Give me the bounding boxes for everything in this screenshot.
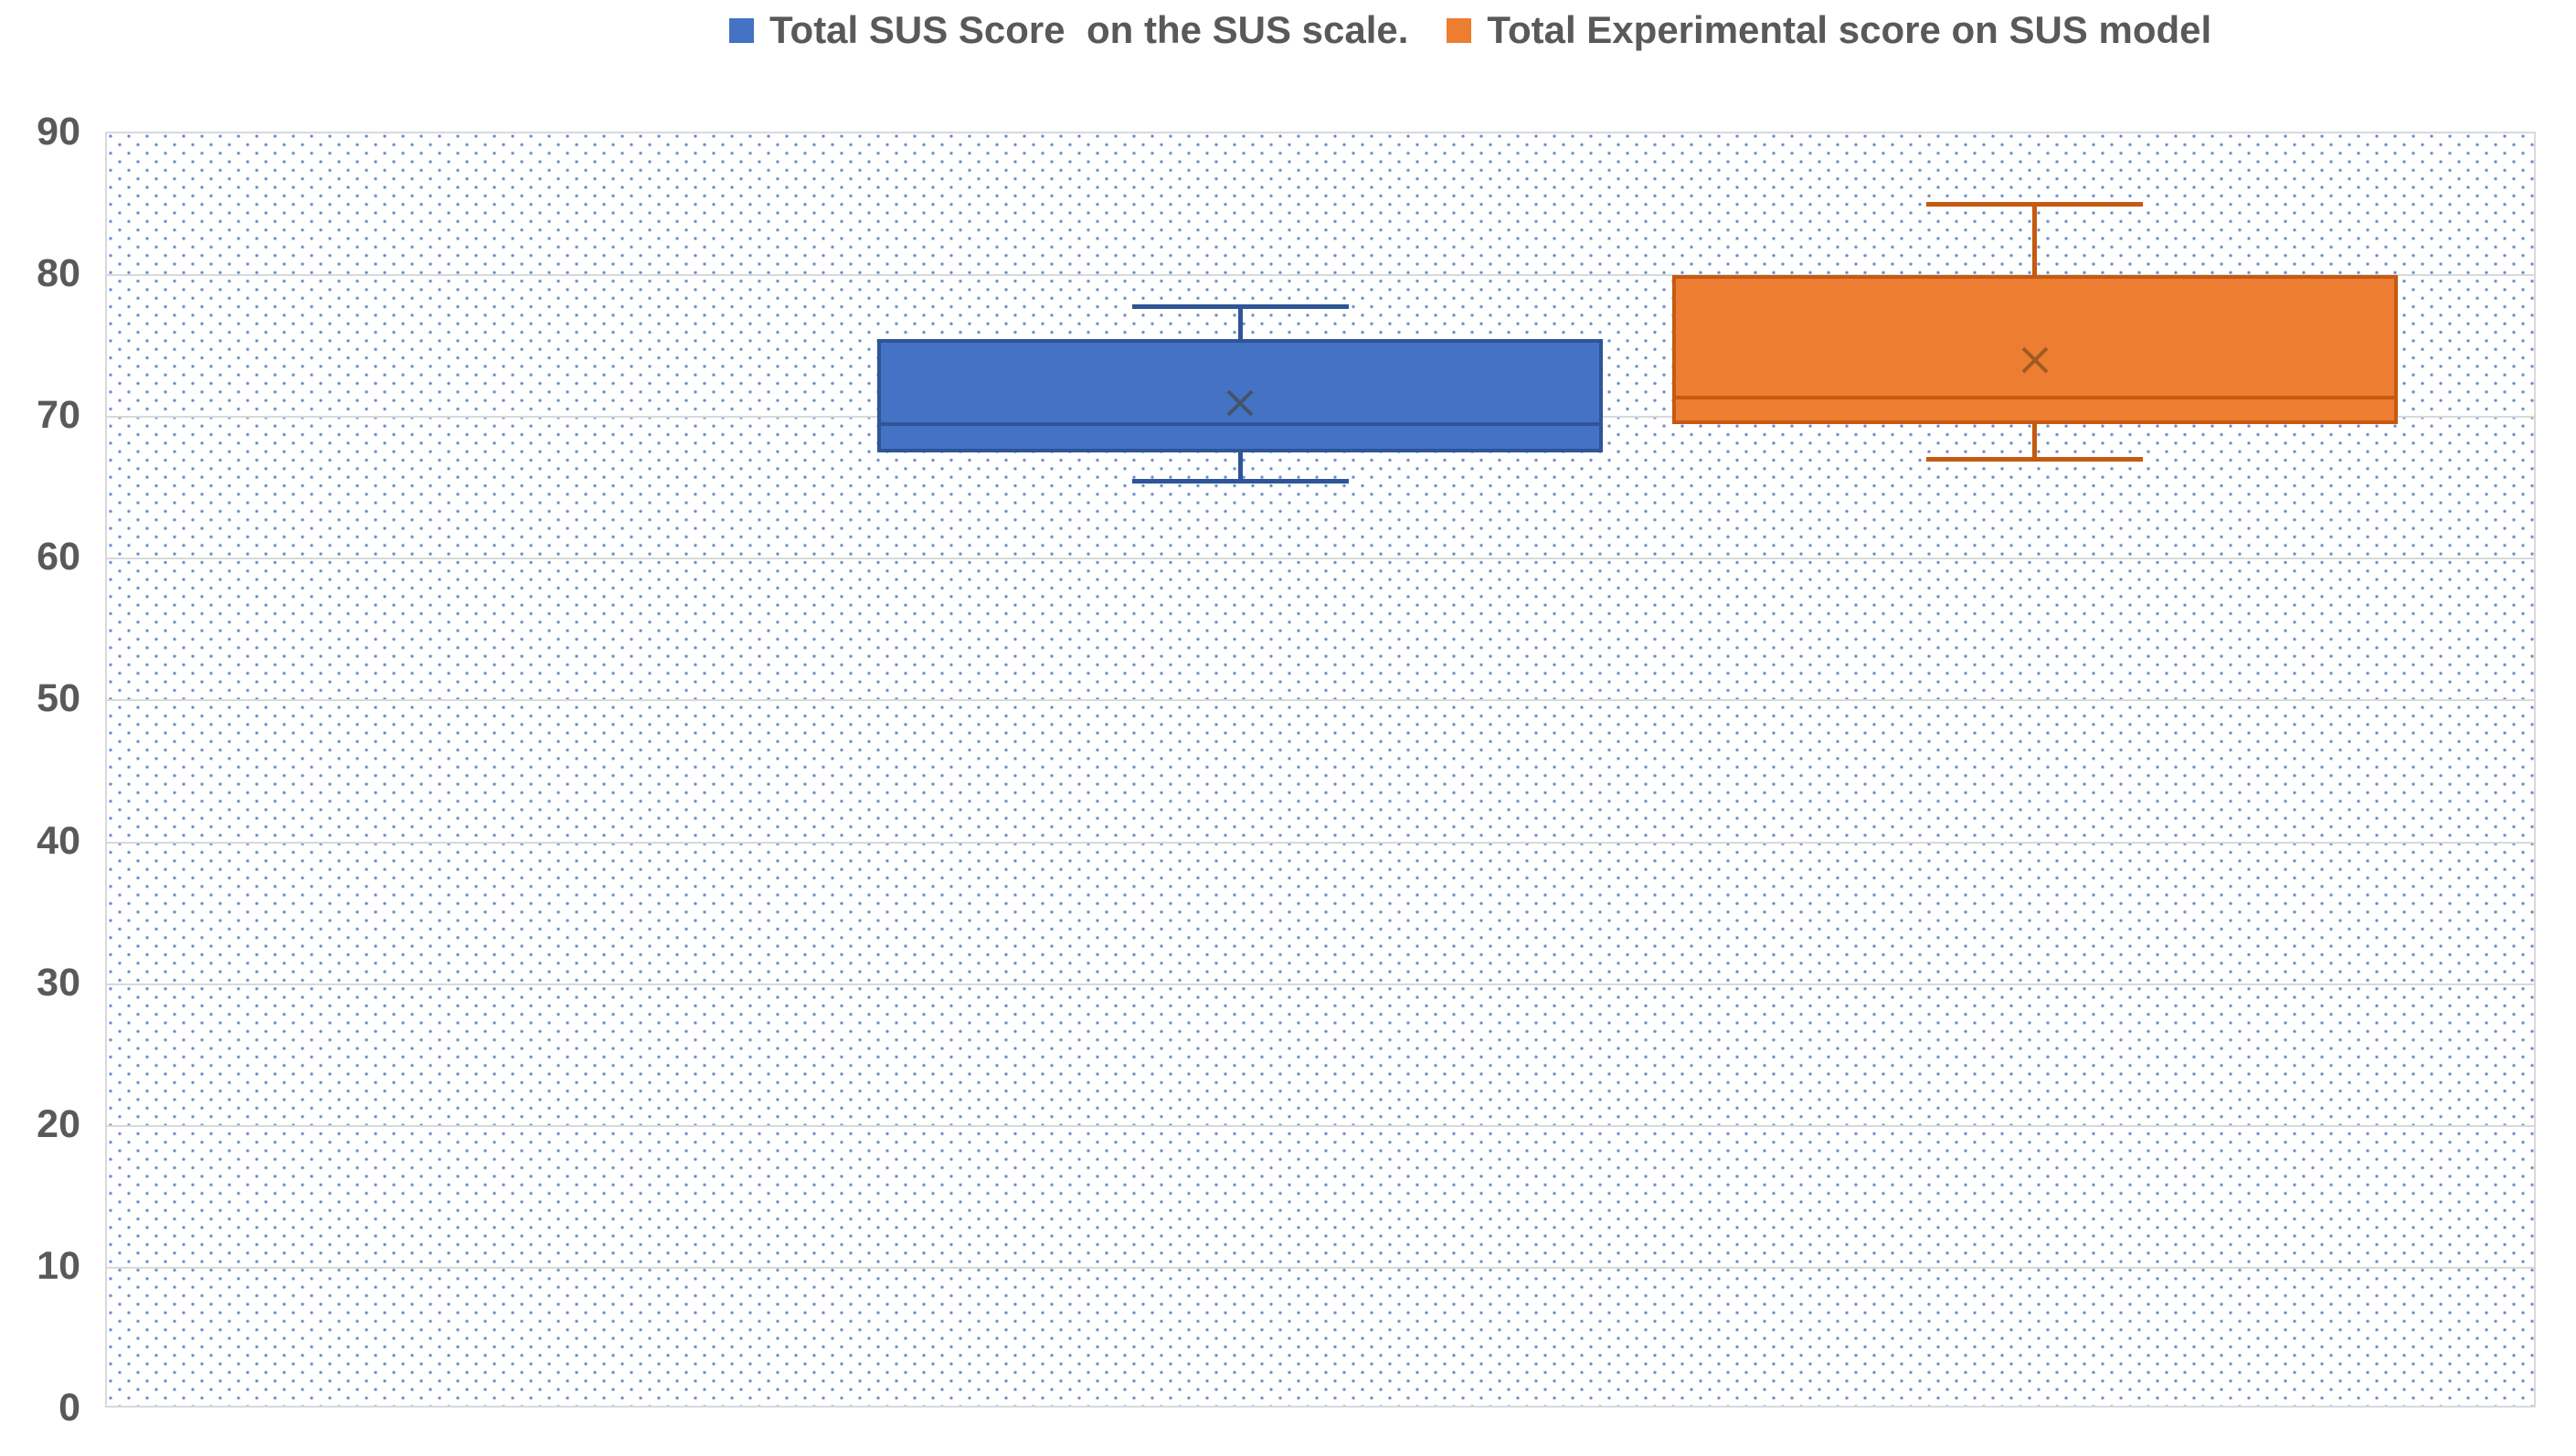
gridline-60 xyxy=(107,558,2534,560)
median-line xyxy=(1675,395,2394,399)
legend-swatch-blue-icon xyxy=(729,17,754,43)
gridline-40 xyxy=(107,841,2534,844)
y-axis-tick-label-90: 90 xyxy=(37,110,80,154)
mean-marker-icon xyxy=(2015,340,2055,385)
plot-area xyxy=(105,132,2536,1408)
legend-label: Total SUS Score on the SUS scale. xyxy=(769,8,1409,51)
gridline-10 xyxy=(107,1266,2534,1269)
y-axis-tick-label-20: 20 xyxy=(37,1101,80,1146)
mean-marker-icon xyxy=(1220,383,1260,428)
upper-whisker-cap xyxy=(1131,303,1349,309)
lower-whisker-line xyxy=(2032,423,2038,460)
y-axis-tick-label-50: 50 xyxy=(37,676,80,721)
legend-item-total-sus-score: Total SUS Score on the SUS scale. xyxy=(729,11,1408,49)
y-axis-tick-label-40: 40 xyxy=(37,818,80,863)
gridline-20 xyxy=(107,1124,2534,1127)
median-line xyxy=(881,421,1600,426)
y-axis-tick-label-80: 80 xyxy=(37,251,80,296)
upper-whisker-line xyxy=(1237,306,1243,339)
legend-item-total-experimental-score: Total Experimental score on SUS model xyxy=(1447,11,2211,49)
upper-whisker-line xyxy=(2032,204,2038,276)
legend-label: Total Experimental score on SUS model xyxy=(1487,8,2212,51)
boxplot-total-sus-score-on-the-sus-scale xyxy=(107,133,2534,1406)
box xyxy=(1671,275,2398,424)
gridline-50 xyxy=(107,699,2534,702)
y-axis-tick-label-30: 30 xyxy=(37,960,80,1004)
lower-whisker-cap xyxy=(1131,478,1349,484)
y-axis-tick-label-60: 60 xyxy=(37,535,80,579)
gridline-30 xyxy=(107,983,2534,985)
chart-legend: Total SUS Score on the SUS scale. Total … xyxy=(729,11,2211,49)
y-axis-tick-label-0: 0 xyxy=(58,1386,80,1429)
lower-whisker-cap xyxy=(1926,457,2144,462)
legend-swatch-orange-icon xyxy=(1447,17,1472,43)
y-axis-tick-label-70: 70 xyxy=(37,393,80,438)
gridline-80 xyxy=(107,274,2534,277)
upper-whisker-cap xyxy=(1926,202,2144,207)
box xyxy=(877,338,1604,452)
lower-whisker-line xyxy=(1237,452,1243,482)
boxplot-total-experimental-score-on-sus-model xyxy=(107,133,2534,1406)
y-axis-tick-label-10: 10 xyxy=(37,1243,80,1288)
